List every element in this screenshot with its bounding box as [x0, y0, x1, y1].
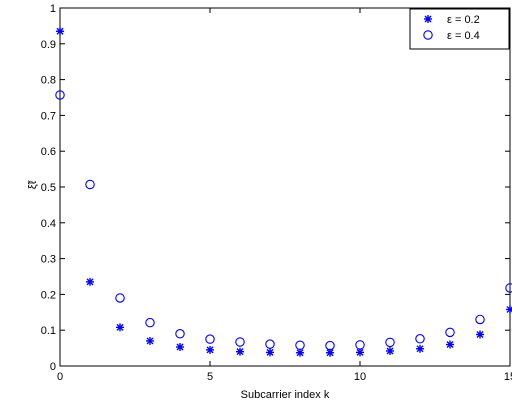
data-point-circle	[445, 327, 455, 338]
legend: ε = 0.2 ε = 0.4	[409, 8, 510, 50]
x-tick-label: 10	[354, 371, 366, 383]
data-point-circle	[295, 340, 305, 350]
y-tick-label: 1	[50, 3, 56, 15]
y-tick-label: 0.9	[41, 39, 56, 51]
data-point-circle	[85, 179, 95, 190]
data-point-star	[326, 348, 334, 357]
data-point-circle	[175, 329, 185, 339]
x-tick-label: 0	[57, 371, 63, 383]
y-tick-label: 0.1	[41, 325, 56, 337]
y-tick-label: 0.4	[41, 218, 56, 230]
plot-area	[59, 7, 511, 367]
data-point-circle	[115, 293, 125, 303]
legend-marker-circle	[423, 30, 433, 40]
y-tick-label: 0.7	[41, 110, 56, 122]
series-2	[55, 90, 512, 351]
data-point-star	[116, 323, 124, 332]
data-marks	[55, 27, 512, 357]
x-axis-label: Subcarrier index k	[241, 389, 330, 401]
x-tick-label: 5	[207, 371, 213, 383]
legend-marker-star	[424, 15, 432, 23]
data-point-star	[146, 336, 154, 345]
data-point-circle	[355, 340, 365, 350]
data-point-star	[266, 348, 274, 357]
legend-label: ε = 0.4	[447, 30, 480, 42]
data-point-star	[446, 340, 454, 349]
x-tick-label: 15	[504, 371, 512, 383]
y-tick-label: 0.6	[41, 146, 56, 158]
data-point-star	[296, 348, 304, 357]
data-point-star	[56, 27, 64, 36]
data-point-circle	[475, 314, 485, 325]
data-point-star	[86, 277, 94, 286]
data-point-star	[386, 346, 394, 355]
y-tick-label: 0.3	[41, 254, 56, 266]
data-point-circle	[505, 283, 512, 293]
data-point-circle	[145, 317, 155, 328]
data-point-star	[506, 305, 512, 314]
legend-label: ε = 0.2	[447, 14, 480, 26]
svg-text:ξ̃ℓ: ξ̃ℓ	[27, 180, 39, 189]
y-axis-label-glyph: ξ̃ℓ	[27, 180, 39, 189]
data-point-circle	[265, 339, 275, 349]
data-point-circle	[385, 337, 395, 348]
data-point-star	[356, 348, 364, 357]
y-tick-label: 0.8	[41, 75, 56, 87]
data-point-star	[416, 344, 424, 353]
data-point-circle	[325, 340, 335, 351]
axis-ticks: 0 5 10 15 0 0.1 0.2 0.3 0.4 0.5 0.6 0.7 0.8 0.9 1	[41, 3, 512, 383]
data-point-circle	[205, 334, 215, 344]
y-tick-label: 0	[50, 361, 56, 373]
data-point-star	[176, 343, 184, 352]
legend-box	[409, 8, 510, 50]
y-tick-label: 0.5	[41, 182, 56, 194]
data-point-circle	[415, 334, 425, 344]
data-point-star	[206, 345, 214, 354]
data-point-star	[476, 330, 484, 339]
series-1	[56, 27, 512, 357]
y-tick-label: 0.2	[41, 289, 56, 301]
data-point-circle	[55, 90, 65, 100]
data-point-star	[236, 347, 244, 356]
data-point-circle	[235, 337, 245, 347]
